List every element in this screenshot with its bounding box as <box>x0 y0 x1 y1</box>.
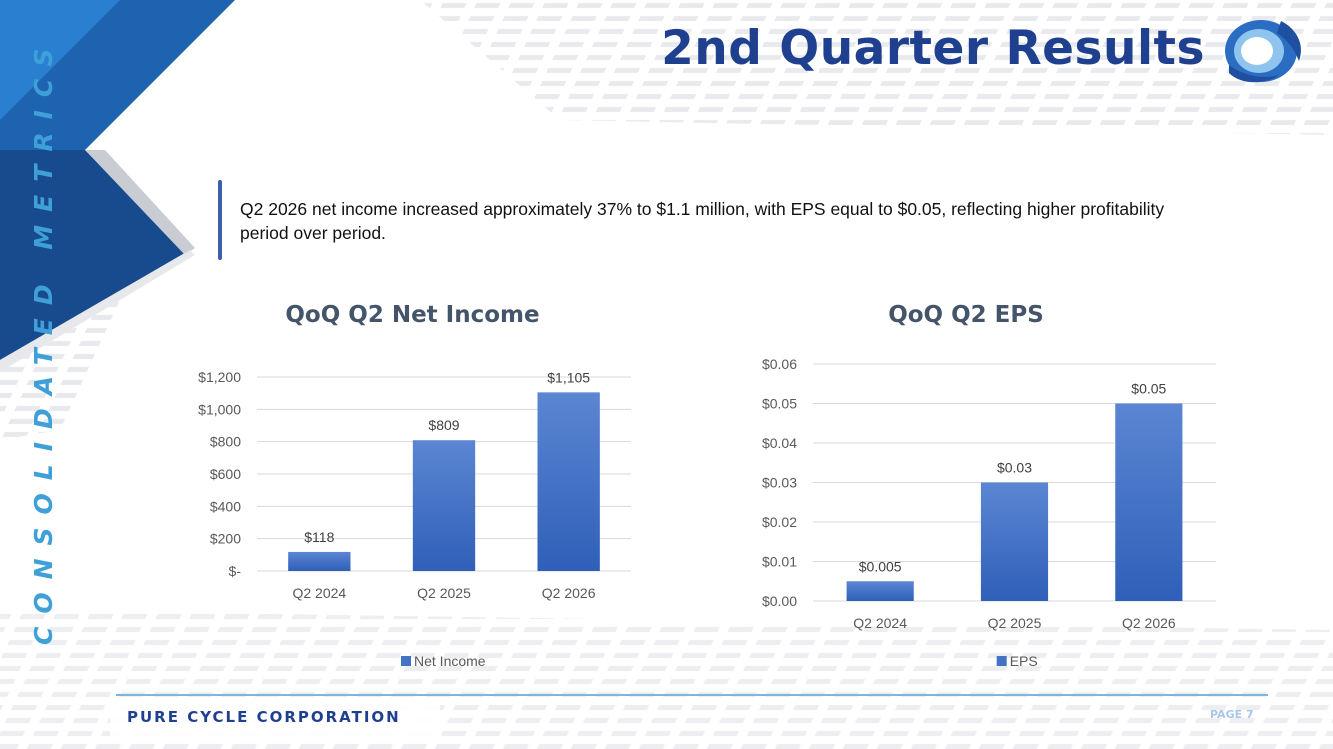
footer-divider <box>116 694 1268 696</box>
net-income-x-tick-label: Q2 2026 <box>542 585 596 601</box>
company-name: PURE CYCLE CORPORATION <box>127 708 401 726</box>
eps-bar <box>980 482 1049 601</box>
net-income-y-tick-label: $400 <box>210 498 241 514</box>
eps-data-label: $0.05 <box>1131 381 1166 397</box>
corner-band-top <box>0 0 120 120</box>
eps-chart-title: QoQ Q2 EPS <box>888 302 1044 328</box>
eps-y-tick-label: $0.03 <box>762 475 797 491</box>
eps-data-label: $0.03 <box>997 460 1032 476</box>
eps-y-tick-label: $0.01 <box>762 554 797 570</box>
net-income-data-label: $118 <box>304 529 334 545</box>
net-income-bar <box>537 392 600 571</box>
net-income-chart-title: QoQ Q2 Net Income <box>285 302 540 328</box>
eps-x-tick-label: Q2 2024 <box>853 615 907 631</box>
net-income-y-tick-label: $1,200 <box>198 369 241 385</box>
eps-bar <box>1115 403 1183 601</box>
net-income-data-label: $809 <box>428 417 459 433</box>
net-income-y-tick-label: $1,000 <box>198 401 241 417</box>
eps-y-tick-label: $0.05 <box>762 396 797 412</box>
eps-x-tick-label: Q2 2025 <box>988 615 1042 631</box>
net-income-bar <box>288 551 351 571</box>
page-title: 2nd Quarter Results <box>661 21 1205 76</box>
callout-text: Q2 2026 net income increased approximate… <box>240 199 1165 243</box>
corner-band-edge <box>85 150 195 255</box>
page-number: PAGE 7 <box>1210 708 1254 721</box>
eps-bar <box>846 581 914 601</box>
net-income-y-tick-label: $200 <box>210 531 241 547</box>
net-income-y-tick-label: $600 <box>210 466 241 482</box>
net-income-bar <box>412 440 476 571</box>
net-income-y-tick-label: $- <box>229 563 242 579</box>
eps-y-tick-label: $0.04 <box>762 435 797 451</box>
net-income-legend-swatch <box>401 656 411 666</box>
corner-band-dark <box>0 150 190 360</box>
net-income-legend-label: Net Income <box>414 653 486 669</box>
eps-legend-swatch <box>996 656 1007 666</box>
eps-data-label: $0.005 <box>859 558 902 574</box>
eps-x-tick-label: Q2 2026 <box>1122 615 1176 631</box>
eps-y-tick-label: $0.06 <box>762 356 797 372</box>
top-pattern <box>420 0 1333 135</box>
eps-y-tick-label: $0.00 <box>762 593 797 609</box>
eps-legend-label: EPS <box>1010 653 1038 669</box>
eps-y-tick-label: $0.02 <box>762 514 797 530</box>
net-income-x-tick-label: Q2 2025 <box>417 585 471 601</box>
net-income-x-tick-label: Q2 2024 <box>292 585 346 601</box>
net-income-y-tick-label: $800 <box>210 434 241 450</box>
company-logo-icon <box>1225 20 1301 83</box>
callout-accent-bar <box>218 180 222 260</box>
net-income-data-label: $1,105 <box>547 369 590 385</box>
